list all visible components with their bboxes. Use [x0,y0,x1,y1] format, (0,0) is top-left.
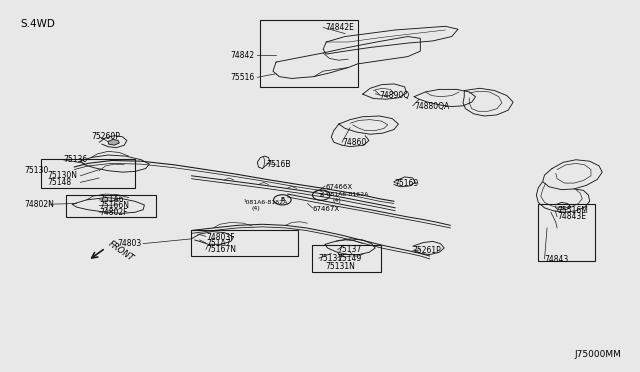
Text: 74843: 74843 [545,255,569,264]
Text: 74860: 74860 [342,138,366,147]
Text: 75516M: 75516M [557,206,588,215]
Text: 75131: 75131 [319,254,343,263]
Text: 7516B: 7516B [267,160,291,169]
Text: 67466X: 67466X [325,184,352,190]
Text: 74880QA: 74880QA [414,102,449,111]
Text: ¹081A6-8162A: ¹081A6-8162A [325,192,369,196]
Text: 751A6: 751A6 [99,195,124,204]
Bar [260,20,358,87]
Text: 75169: 75169 [394,179,419,187]
Text: 74802F: 74802F [99,208,128,217]
Bar [191,231,298,256]
Text: S.4WD: S.4WD [20,19,55,29]
Text: 74843E: 74843E [557,212,586,221]
Text: 74842E: 74842E [325,23,354,32]
Text: 74890Q: 74890Q [380,91,410,100]
Text: 75137: 75137 [337,245,362,254]
Polygon shape [108,140,119,145]
Text: 74802N: 74802N [24,200,54,209]
Text: ¹081A6-8162A: ¹081A6-8162A [243,200,288,205]
Text: 74842: 74842 [230,51,254,60]
Text: 75260P: 75260P [91,132,120,141]
Bar [41,159,135,188]
Bar [66,195,156,217]
Text: 75261P: 75261P [413,246,442,256]
Text: B: B [319,193,323,198]
Text: 75131N: 75131N [325,262,355,271]
Text: 751A7: 751A7 [206,239,230,248]
Text: 74803F: 74803F [206,232,234,241]
Text: J75000MM: J75000MM [574,350,621,359]
Text: 75130N: 75130N [47,171,77,180]
Text: (4): (4) [251,206,260,211]
Text: 75149: 75149 [337,254,362,263]
Text: 75516: 75516 [230,73,254,82]
Text: 75166N: 75166N [99,201,129,210]
Text: 74803: 74803 [117,239,141,248]
Text: 67467X: 67467X [312,206,340,212]
Text: B: B [280,198,285,202]
Text: 75130: 75130 [24,166,48,175]
Bar [312,245,381,272]
Text: FRONT: FRONT [107,239,136,263]
Bar [538,204,595,261]
Text: 75167N: 75167N [206,245,236,254]
Text: (4): (4) [333,198,341,203]
Text: 75136: 75136 [63,155,87,164]
Text: 75148: 75148 [47,178,71,187]
